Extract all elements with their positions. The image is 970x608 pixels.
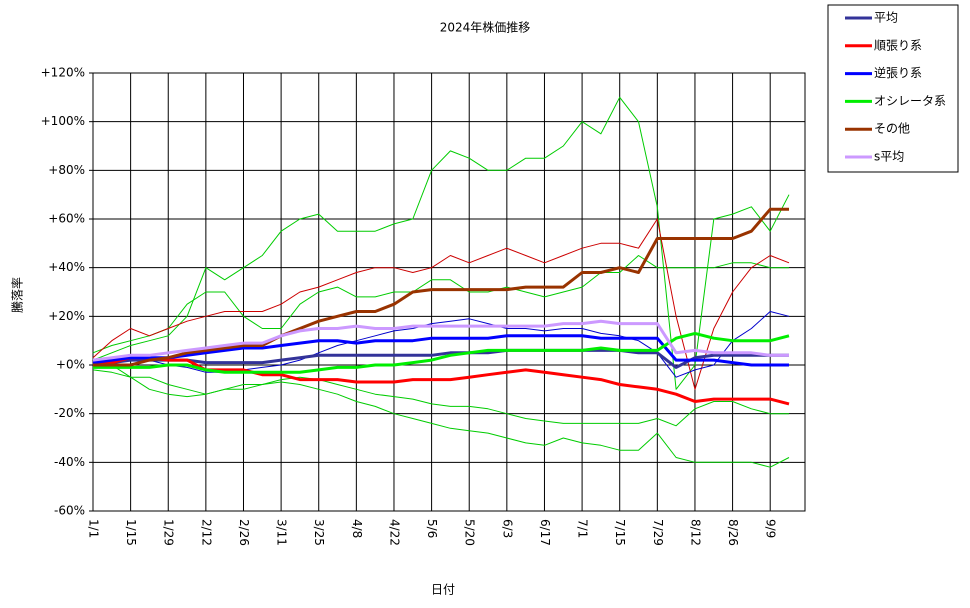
series-line: [92, 334, 789, 367]
legend: [827, 4, 959, 173]
y-tick-label: -20%: [54, 406, 85, 420]
stock-line: [92, 369, 789, 427]
y-axis-title: 騰落率: [10, 277, 25, 313]
plot-area: [92, 72, 806, 512]
series-line: [92, 319, 789, 362]
y-tick-label: -40%: [54, 455, 85, 469]
y-tick-label: +100%: [41, 114, 85, 128]
stock-line: [92, 255, 789, 354]
chart-title: 2024年株価推移: [440, 20, 531, 35]
y-tick-label: +20%: [48, 309, 85, 323]
x-tick-label: 3/11: [275, 519, 289, 546]
x-tick-label: 4/22: [387, 519, 401, 546]
y-tick-label: +120%: [41, 66, 85, 80]
legend-label: オシレータ系: [874, 94, 946, 108]
y-tick-label: +0%: [56, 358, 85, 372]
x-axis-title: 日付: [431, 583, 455, 597]
y-tick-label: -60%: [54, 504, 85, 518]
y-tick-label: +60%: [48, 212, 85, 226]
legend-label: s平均: [874, 150, 904, 164]
x-tick-label: 2/12: [199, 519, 213, 546]
x-tick-label: 8/26: [726, 519, 740, 546]
x-tick-label: 1/15: [124, 519, 138, 546]
series-line: [92, 348, 789, 369]
x-tick-label: 6/3: [500, 519, 514, 538]
x-tick-label: 5/20: [463, 519, 477, 546]
x-tick-label: 7/1: [576, 519, 590, 538]
x-tick-label: 6/17: [538, 519, 552, 546]
x-tick-label: 9/9: [764, 519, 778, 538]
series-line: [93, 207, 789, 367]
x-tick-label: 7/29: [651, 519, 665, 546]
x-tick-label: 1/1: [87, 519, 101, 538]
x-tick-label: 1/29: [162, 519, 176, 546]
x-tick-label: 8/12: [688, 519, 702, 546]
stock-line: [92, 218, 790, 390]
x-tick-label: 2/26: [237, 519, 251, 546]
x-tick-label: 4/8: [350, 519, 364, 538]
y-tick-label: +80%: [48, 163, 85, 177]
legend-label: 平均: [874, 11, 898, 25]
legend-label: その他: [874, 122, 910, 136]
x-tick-label: 7/15: [613, 519, 627, 546]
stock-line: [92, 311, 790, 378]
stock-line: [92, 96, 790, 390]
legend-label: 逆張り系: [874, 65, 922, 80]
y-tick-label: +40%: [48, 260, 85, 274]
series-line: [93, 331, 790, 374]
x-tick-label: 3/25: [312, 519, 326, 546]
legend-label: 順張り系: [874, 38, 922, 52]
x-tick-label: 5/6: [425, 519, 439, 538]
